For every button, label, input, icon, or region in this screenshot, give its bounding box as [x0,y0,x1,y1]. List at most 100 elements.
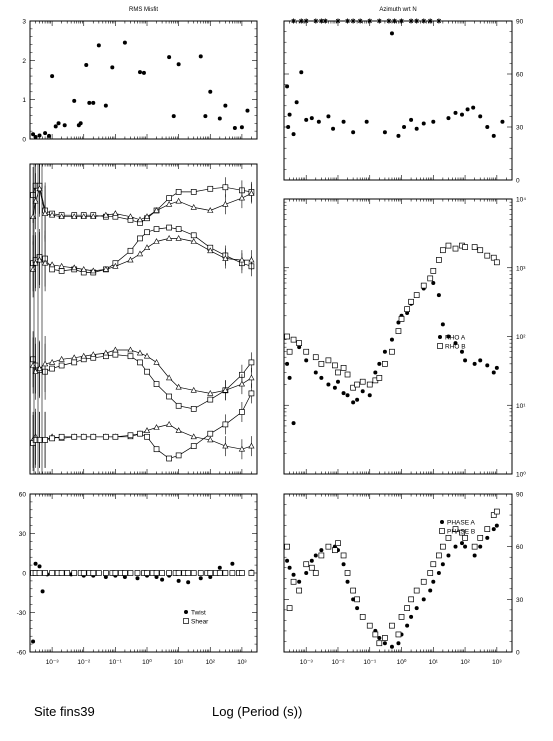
pseudosection-point [175,427,182,433]
azimuth-point [386,18,392,24]
rms-point [43,131,48,136]
pseudosection-point [166,234,173,241]
pseudosection-point [222,255,229,261]
rho-point [335,369,341,376]
phase-point [398,614,405,620]
rho-point [345,393,350,398]
skew-ytick-label: 30 [19,531,27,538]
skew-xtick-label: 10³ [237,659,247,666]
azimuth-point [414,126,419,131]
azimuth-point [291,132,296,137]
phase-xtick-label: 10² [460,659,470,666]
rho-point [389,337,394,342]
skew-point [166,570,172,576]
rho-point [350,384,356,391]
rho-point [296,340,303,347]
pseudosection-point [248,256,255,263]
skew-legend-label: Shear [191,619,209,626]
phase-point [484,526,491,532]
phase-point [446,553,451,558]
phase-point [404,605,410,611]
phase-point [485,535,490,540]
pseudosection-point [190,433,197,440]
phase-legend-marker [439,528,445,534]
rho-point [344,371,351,378]
skew-point [216,570,223,576]
pseudosection-point [238,445,246,452]
pseudosection-series-line [32,349,252,394]
rms-ytick-label: 2 [22,58,26,65]
rho-point [291,421,296,426]
rho-point [366,381,373,388]
rho-point [382,361,388,367]
pseudosection-point [190,443,197,449]
rho-ytick-label: 10³ [516,265,526,272]
rho-point [332,385,337,390]
phase-ytick-label: 90 [516,492,524,499]
rho-point [430,268,437,274]
rho-legend-marker [438,335,442,339]
azimuth-point [391,18,397,24]
pseudosection-point [49,261,56,268]
pseudosection-point [248,190,255,196]
pseudosection-point [103,433,109,440]
azimuth-point [367,18,373,24]
pseudosection-point [137,359,143,366]
azimuth-point [345,18,351,24]
phase-point [430,561,437,568]
pseudosection-point [58,268,65,274]
rho-point [404,306,410,312]
pseudosection-frame [29,163,258,475]
pseudosection-point [127,247,134,254]
rho-point [490,254,497,261]
pseudosection-point [207,207,214,213]
pseudosection-point [49,365,55,372]
rho-ytick-label: 10⁴ [516,197,526,204]
phase-point [291,572,296,577]
azimuth-point [294,100,299,105]
azimuth-point [331,126,336,131]
phase-legend-label: PHASE A [447,520,475,527]
phase-point [313,553,318,558]
phase-point [459,529,465,536]
skew-point [58,570,65,576]
pseudosection-point [90,351,97,357]
azimuth-point [298,18,304,24]
phase-xtick-label: 10¹ [429,659,439,666]
pseudosection-point [42,437,48,443]
azimuth-point [453,110,458,115]
rho-point [325,357,332,364]
azimuth-point [409,117,414,122]
pseudosection-point [136,216,144,223]
pseudosection-series-line [32,238,252,272]
pseudosection-point [207,436,214,443]
skew-point [127,570,134,576]
skew-xtick-label: 10⁻² [77,659,91,666]
pseudosection-point [112,351,119,358]
pseudosection-point [207,185,214,192]
phase-point [421,597,426,602]
rho-point [395,328,402,334]
phase-point [382,641,387,646]
skew-point [160,577,165,582]
skew-point [36,570,43,576]
pseudosection-point [175,234,182,241]
pseudosection-point [153,238,160,244]
pseudosection-point [58,213,65,219]
phase-xtick-label: 10⁻² [332,659,346,666]
rho-point [462,244,468,250]
rms-point [47,133,52,138]
pseudosection-point [71,354,78,361]
azimuth-point [414,18,420,24]
skew-point [159,570,165,576]
rho-point [354,381,360,388]
pseudosection-point [58,355,65,362]
skew-point [37,564,42,569]
pseudosection-point [41,360,49,367]
azimuth-point [299,70,304,75]
pseudosection-point [58,433,65,440]
pseudosection-point [238,194,246,201]
azimuth-point [313,18,319,24]
rms-point [232,125,237,130]
skew-point [176,578,181,583]
